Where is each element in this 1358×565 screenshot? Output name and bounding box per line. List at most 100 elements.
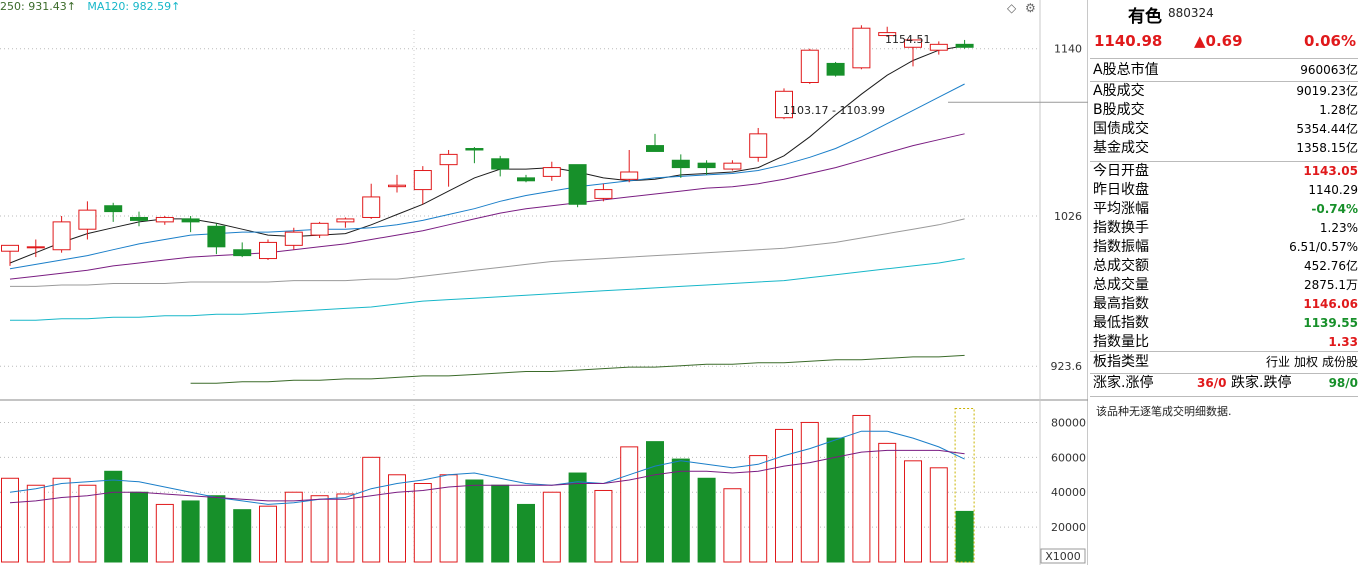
candlestick xyxy=(542,161,561,181)
candle-body xyxy=(568,164,587,205)
volume-bar xyxy=(904,460,922,563)
candle-body xyxy=(904,39,922,48)
candlestick xyxy=(284,227,303,250)
volume-bar xyxy=(465,479,484,563)
index-code: 880324 xyxy=(1168,6,1214,20)
candle-body xyxy=(800,49,819,83)
moving-average-line xyxy=(10,218,965,287)
stat-row: 最高指数 1146.06 xyxy=(1093,295,1358,314)
candle-body xyxy=(775,90,793,119)
price-change-pct: 0.06% xyxy=(1303,32,1356,50)
volume-bar xyxy=(697,477,716,563)
stat-row: 基金成交 1358.15亿 xyxy=(1093,139,1358,158)
stat-row: 今日开盘 1143.05 xyxy=(1093,162,1358,181)
tag-weighted[interactable]: 加权 xyxy=(1293,355,1318,369)
candlestick xyxy=(517,174,535,183)
candlestick xyxy=(78,201,97,240)
price-tick-label: 923.6 xyxy=(1051,360,1083,373)
stat-label: 平均涨幅 xyxy=(1093,201,1149,217)
candle-body xyxy=(336,218,355,223)
index-type-tags: 行业 加权 成份股 xyxy=(1262,353,1358,372)
tag-industry[interactable]: 行业 xyxy=(1265,355,1290,369)
volume-bar xyxy=(646,441,664,563)
volume-average-line xyxy=(9,449,965,504)
candlestick xyxy=(310,221,329,239)
volume-tick-label: 80000 xyxy=(1051,416,1086,429)
ma-legend: 250: 931.43↑ MA120: 982.59↑ xyxy=(0,0,188,13)
moving-average-line xyxy=(9,45,965,264)
candlestick xyxy=(826,61,845,77)
stat-label: B股成交 xyxy=(1093,102,1145,118)
candlestick xyxy=(52,216,71,253)
price-change: ▲0.69 xyxy=(1194,32,1243,50)
panel-divider xyxy=(1090,351,1358,352)
stat-label: 指数量比 xyxy=(1093,334,1149,350)
range-price-annotation: 1103.17 - 1103.99 xyxy=(783,104,885,117)
panel-divider xyxy=(1090,81,1358,82)
candle-body xyxy=(181,218,200,223)
stat-row: B股成交 1.28亿 xyxy=(1093,101,1358,120)
diamond-icon[interactable]: ◇ xyxy=(1007,1,1017,15)
candlestick xyxy=(439,149,458,187)
stat-label: 基金成交 xyxy=(1093,140,1149,156)
stat-label: 昨日收盘 xyxy=(1093,182,1149,198)
candlestick xyxy=(929,41,948,55)
volume-bar xyxy=(594,489,613,563)
panel-divider xyxy=(1090,373,1358,374)
candle-body xyxy=(78,209,97,230)
volume-unit-box xyxy=(1040,548,1086,564)
tag-constituents[interactable]: 成份股 xyxy=(1321,355,1358,369)
volume-average-line xyxy=(9,430,965,505)
stat-value: 1139.55 xyxy=(1303,316,1358,330)
candlestick xyxy=(413,166,432,205)
stat-label: 总成交量 xyxy=(1093,277,1149,293)
fall-label: 跌家.跌停 xyxy=(1231,375,1292,391)
candle-body xyxy=(749,133,768,158)
volume-bar xyxy=(800,421,819,563)
candlestick xyxy=(207,223,226,255)
fall-value: 98/0 xyxy=(1328,376,1358,390)
volume-bar xyxy=(336,493,355,563)
volume-bar xyxy=(284,491,303,563)
stat-value: 452.76亿 xyxy=(1304,259,1358,273)
candlestick xyxy=(465,147,484,164)
candle-body xyxy=(465,148,484,151)
market-cap-value: 960063亿 xyxy=(1300,63,1358,77)
volume-bar xyxy=(517,503,535,563)
candle-body xyxy=(439,153,458,166)
rise-value: 36/0 xyxy=(1197,376,1227,390)
candle-body xyxy=(723,162,742,170)
stat-label: 指数换手 xyxy=(1093,220,1149,236)
gear-icon[interactable]: ⚙ xyxy=(1025,1,1036,15)
stat-row: 国债成交 5354.44亿 xyxy=(1093,120,1358,139)
volume-bar xyxy=(26,484,45,563)
moving-average-line xyxy=(9,133,965,280)
volume-unit-label: X1000 xyxy=(1045,550,1081,563)
candlestick xyxy=(336,217,355,228)
stat-value: 1143.05 xyxy=(1303,164,1358,178)
rise-label: 涨家.涨停 xyxy=(1093,375,1154,391)
volume-tick-label: 20000 xyxy=(1051,521,1086,534)
index-type-label: 板指类型 xyxy=(1093,354,1149,370)
candlestick xyxy=(723,160,742,171)
volume-bar xyxy=(671,458,690,563)
candle-body xyxy=(1,244,19,252)
volume-bar xyxy=(749,455,768,563)
stat-value: 6.51/0.57% xyxy=(1289,240,1358,254)
candle-body xyxy=(826,62,845,76)
candle-body xyxy=(646,145,664,152)
stat-row: 平均涨幅 -0.74% xyxy=(1093,200,1358,219)
index-type-row: 板指类型 行业 加权 成份股 xyxy=(1093,353,1358,372)
volume-bar xyxy=(388,474,406,563)
stat-label: A股成交 xyxy=(1093,83,1145,99)
market-cap-label: A股总市值 xyxy=(1093,62,1159,78)
kline-chart-svg[interactable]: 1140 1026 923.6 80000 60000 40000 20000 X1000 1… xyxy=(0,0,1088,565)
current-price: 1140.98 xyxy=(1094,32,1163,50)
candle-body xyxy=(155,216,174,223)
volume-bar xyxy=(620,446,639,563)
panel-divider xyxy=(1090,396,1358,397)
kline-chart-area[interactable]: 1140 1026 923.6 80000 60000 40000 20000 X1000 1… xyxy=(0,0,1088,565)
tick-data-note: 该品种无逐笔成交明细数据. xyxy=(1096,405,1232,418)
ma250-legend: 250: 931.43↑ xyxy=(0,0,76,13)
candle-body xyxy=(26,246,45,249)
